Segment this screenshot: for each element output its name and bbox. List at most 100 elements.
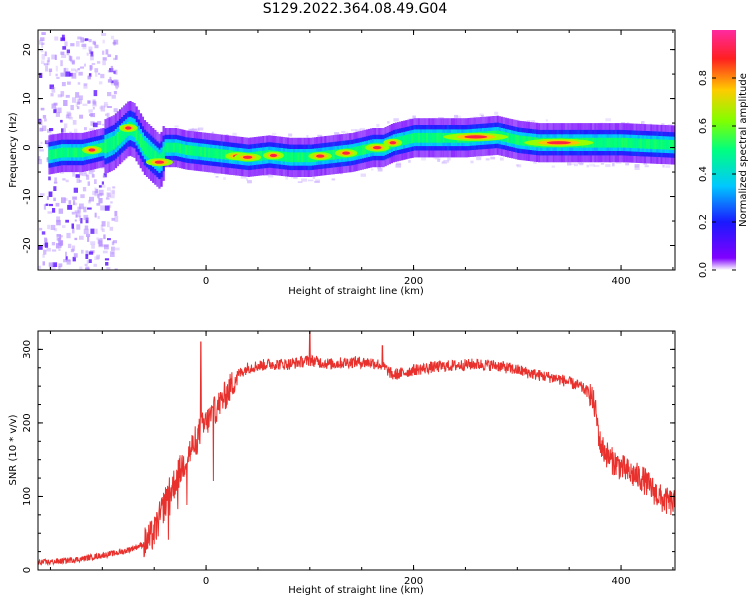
halo-cell bbox=[246, 178, 249, 181]
noise-cell bbox=[59, 237, 62, 240]
noise-cell bbox=[102, 250, 108, 254]
ridge-cell bbox=[222, 149, 225, 160]
halo-cell bbox=[377, 168, 383, 172]
noise-cell bbox=[88, 109, 93, 113]
noise-cell bbox=[98, 189, 104, 195]
noise-cell bbox=[47, 211, 53, 214]
noise-cell bbox=[74, 237, 78, 241]
noise-cell bbox=[58, 242, 62, 248]
noise-cell bbox=[63, 128, 66, 133]
ridge-cell bbox=[641, 138, 645, 149]
ridge-cell bbox=[635, 138, 638, 149]
noise-cell bbox=[43, 63, 49, 66]
noise-cell bbox=[38, 159, 42, 165]
halo-cell bbox=[531, 120, 535, 124]
noise-cell bbox=[42, 254, 45, 258]
noise-cell bbox=[72, 256, 76, 262]
halo-cell bbox=[307, 179, 314, 182]
halo-cell bbox=[485, 158, 490, 161]
ridge-cell bbox=[639, 138, 642, 149]
noise-cell bbox=[43, 204, 46, 210]
ridge-cell bbox=[426, 132, 429, 143]
noise-cell bbox=[56, 216, 61, 223]
snr-y-label: SNR (10 * v/v) bbox=[8, 414, 19, 485]
noise-cell bbox=[81, 249, 84, 254]
halo-cell bbox=[455, 115, 462, 119]
noise-cell bbox=[73, 187, 78, 193]
noise-cell bbox=[56, 219, 61, 226]
ridge-cell bbox=[654, 139, 657, 150]
colorbar-tick-label: 0.2 bbox=[698, 214, 709, 230]
halo-cell bbox=[188, 128, 194, 131]
ridge-cell bbox=[50, 149, 53, 160]
noise-cell bbox=[105, 197, 110, 200]
noise-cell bbox=[89, 113, 93, 116]
halo-cell bbox=[317, 134, 323, 138]
ridge-cell bbox=[212, 148, 215, 159]
ridge-cell bbox=[102, 142, 105, 153]
noise-cell bbox=[110, 65, 113, 72]
noise-cell bbox=[76, 106, 80, 110]
ridge-cell bbox=[69, 147, 72, 158]
noise-cell bbox=[97, 215, 100, 219]
ridge-cell bbox=[357, 146, 360, 156]
noise-cell bbox=[86, 259, 89, 264]
ridge-cell bbox=[633, 138, 636, 149]
noise-cell bbox=[82, 103, 88, 106]
ridge-cell bbox=[220, 149, 223, 160]
noise-cell bbox=[74, 210, 80, 214]
ridge-cell bbox=[307, 152, 310, 163]
noise-cell bbox=[92, 99, 96, 104]
halo-cell bbox=[615, 161, 622, 164]
halo-cell bbox=[665, 165, 671, 168]
noise-cell bbox=[88, 73, 92, 77]
peak-core bbox=[464, 135, 488, 139]
noise-cell bbox=[71, 223, 74, 229]
ridge-cell bbox=[293, 152, 296, 163]
spectrogram-ticks: 0 200 400 -20 -10 0 10 20 bbox=[22, 30, 675, 287]
noise-cell bbox=[107, 69, 111, 73]
ridge-cell bbox=[517, 135, 520, 146]
x-tick-label: 0 bbox=[203, 576, 209, 587]
halo-cell bbox=[643, 162, 648, 165]
noise-cell bbox=[87, 207, 92, 210]
ridge-cell bbox=[58, 148, 61, 158]
ridge-cell bbox=[104, 139, 107, 154]
halo-cell bbox=[393, 118, 399, 122]
noise-cell bbox=[80, 218, 83, 224]
noise-cell bbox=[68, 55, 72, 61]
noise-cell bbox=[114, 210, 118, 216]
halo-cell bbox=[362, 129, 365, 131]
noise-cell bbox=[79, 180, 82, 183]
noise-cell bbox=[91, 174, 95, 178]
ridge-cell bbox=[637, 138, 640, 149]
ridge-cell bbox=[415, 132, 418, 143]
halo-cell bbox=[408, 159, 411, 163]
noise-cell bbox=[77, 82, 81, 85]
noise-cell bbox=[91, 244, 95, 249]
halo-cell bbox=[395, 164, 402, 168]
halo-cell bbox=[387, 121, 390, 124]
noise-cell bbox=[102, 57, 107, 61]
noise-cell bbox=[79, 266, 83, 270]
noise-cell bbox=[110, 251, 115, 257]
noise-cell bbox=[94, 256, 99, 260]
snr-plot-area bbox=[38, 331, 675, 570]
ridge-cell bbox=[643, 138, 647, 149]
noise-cell bbox=[97, 239, 100, 244]
colorbar: 0.0 0.2 0.4 0.6 0.8 Normalized spectral ampl… bbox=[698, 30, 749, 278]
noise-cell bbox=[64, 198, 68, 201]
halo-cell bbox=[435, 157, 441, 160]
noise-cell bbox=[73, 253, 78, 258]
ridge-cell bbox=[440, 132, 443, 143]
noise-cell bbox=[49, 84, 54, 90]
noise-cell bbox=[88, 39, 92, 43]
halo-cell bbox=[331, 178, 336, 181]
ridge-cell bbox=[627, 138, 630, 148]
noise-cell bbox=[70, 59, 75, 64]
noise-cell bbox=[101, 221, 106, 227]
noise-cell bbox=[92, 122, 98, 128]
ridge-cell bbox=[515, 134, 518, 145]
noise-cell bbox=[88, 259, 92, 263]
noise-cell bbox=[38, 265, 42, 269]
